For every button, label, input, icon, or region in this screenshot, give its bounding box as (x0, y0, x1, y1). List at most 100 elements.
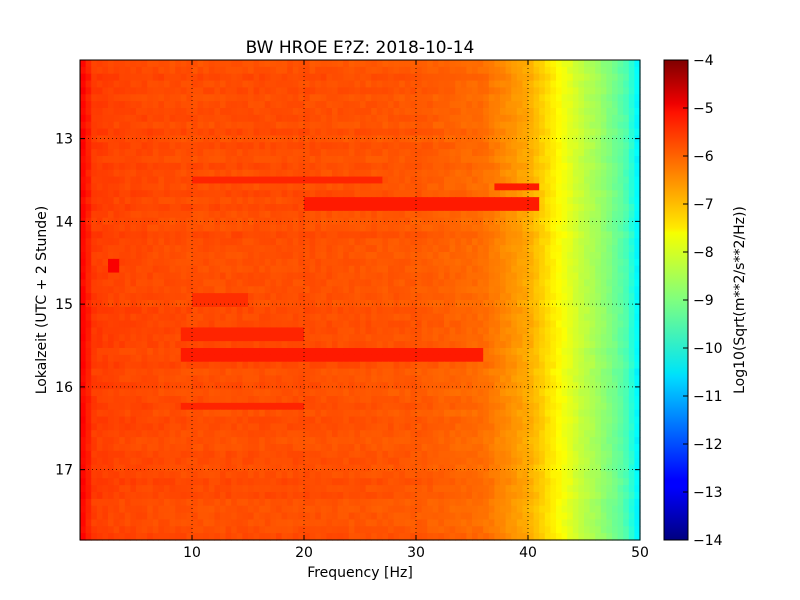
heatmap-cell (544, 176, 551, 185)
heatmap-cell (494, 396, 501, 404)
heatmap-cell (186, 87, 193, 95)
heatmap-cell (354, 327, 361, 335)
heatmap-cell (360, 265, 367, 274)
heatmap-cell (404, 306, 411, 315)
heatmap-cell (393, 327, 400, 335)
heatmap-cell (164, 149, 171, 157)
heatmap-cell (511, 183, 518, 191)
heatmap-cell (416, 348, 423, 356)
heatmap-cell (220, 73, 227, 82)
heatmap-cell (152, 210, 159, 219)
heatmap-cell (505, 334, 512, 342)
heatmap-cell (332, 238, 339, 246)
heatmap-cell (438, 396, 445, 404)
heatmap-cell (304, 197, 311, 205)
heatmap-cell (528, 300, 535, 308)
heatmap-cell (158, 348, 165, 356)
heatmap-cell (119, 183, 126, 191)
heatmap-cell (259, 94, 266, 102)
heatmap-cell (494, 348, 501, 356)
heatmap-cell (612, 73, 619, 82)
heatmap-cell (556, 149, 563, 157)
heatmap-cell (197, 375, 204, 383)
heatmap-cell (130, 156, 137, 164)
heatmap-cell (108, 252, 115, 260)
heatmap-cell (186, 286, 193, 294)
heatmap-cell (264, 361, 271, 370)
heatmap-cell (315, 94, 322, 102)
heatmap-cell (483, 66, 490, 75)
heatmap-cell (158, 375, 165, 383)
heatmap-cell (516, 245, 523, 253)
heatmap-cell (589, 73, 596, 82)
heatmap-cell (208, 190, 215, 198)
heatmap-cell (304, 210, 311, 219)
heatmap-cell (108, 60, 115, 68)
heatmap-cell (287, 128, 294, 137)
heatmap-cell (192, 128, 199, 137)
heatmap-cell (567, 204, 574, 212)
heatmap-cell (214, 231, 221, 239)
heatmap-cell (466, 341, 473, 349)
heatmap-cell (320, 66, 327, 75)
heatmap-cell (253, 348, 260, 356)
heatmap-cell (533, 121, 540, 130)
heatmap-cell (119, 176, 126, 185)
heatmap-cell (253, 149, 260, 157)
heatmap-cell (130, 121, 137, 130)
heatmap-cell (421, 108, 428, 116)
heatmap-cell (399, 162, 406, 171)
heatmap-cell (348, 197, 355, 205)
heatmap-cell (584, 87, 591, 95)
heatmap-cell (432, 204, 439, 212)
heatmap-cell (533, 327, 540, 335)
heatmap-cell (382, 204, 389, 212)
heatmap-cell (130, 217, 137, 226)
heatmap-cell (264, 238, 271, 246)
heatmap-cell (488, 162, 495, 171)
heatmap-cell (516, 258, 523, 267)
heatmap-cell (158, 149, 165, 157)
heatmap-cell (634, 197, 641, 205)
heatmap-cell (634, 73, 641, 82)
heatmap-cell (320, 80, 327, 89)
heatmap-cell (175, 60, 182, 68)
heatmap-cell (102, 231, 109, 239)
heatmap-cell (264, 162, 271, 171)
heatmap-cell (332, 258, 339, 267)
heatmap-cell (203, 348, 210, 356)
heatmap-cell (533, 108, 540, 116)
heatmap-cell (124, 217, 131, 226)
heatmap-cell (214, 382, 221, 390)
heatmap-cell (203, 293, 210, 301)
heatmap-cell (147, 320, 154, 329)
heatmap-cell (421, 183, 428, 191)
heatmap-cell (348, 121, 355, 130)
heatmap-cell (371, 210, 378, 219)
heatmap-cell (399, 245, 406, 253)
heatmap-cell (578, 306, 585, 315)
heatmap-cell (248, 327, 255, 335)
heatmap-cell (410, 375, 417, 383)
heatmap-cell (298, 135, 305, 143)
heatmap-cell (220, 80, 227, 89)
heatmap-cell (432, 114, 439, 123)
heatmap-cell (96, 217, 103, 226)
heatmap-cell (393, 66, 400, 75)
heatmap-cell (91, 334, 98, 342)
heatmap-cell (253, 162, 260, 171)
heatmap-cell (348, 204, 355, 212)
heatmap-cell (539, 204, 546, 212)
heatmap-cell (332, 272, 339, 281)
heatmap-cell (460, 231, 467, 239)
heatmap-cell (595, 142, 602, 150)
heatmap-cell (264, 121, 271, 130)
heatmap-cell (360, 382, 367, 390)
heatmap-cell (152, 389, 159, 397)
heatmap-cell (455, 341, 462, 349)
heatmap-cell (572, 245, 579, 253)
heatmap-cell (326, 183, 333, 191)
heatmap-cell (169, 272, 176, 281)
heatmap-cell (371, 361, 378, 370)
heatmap-cell (600, 293, 607, 301)
